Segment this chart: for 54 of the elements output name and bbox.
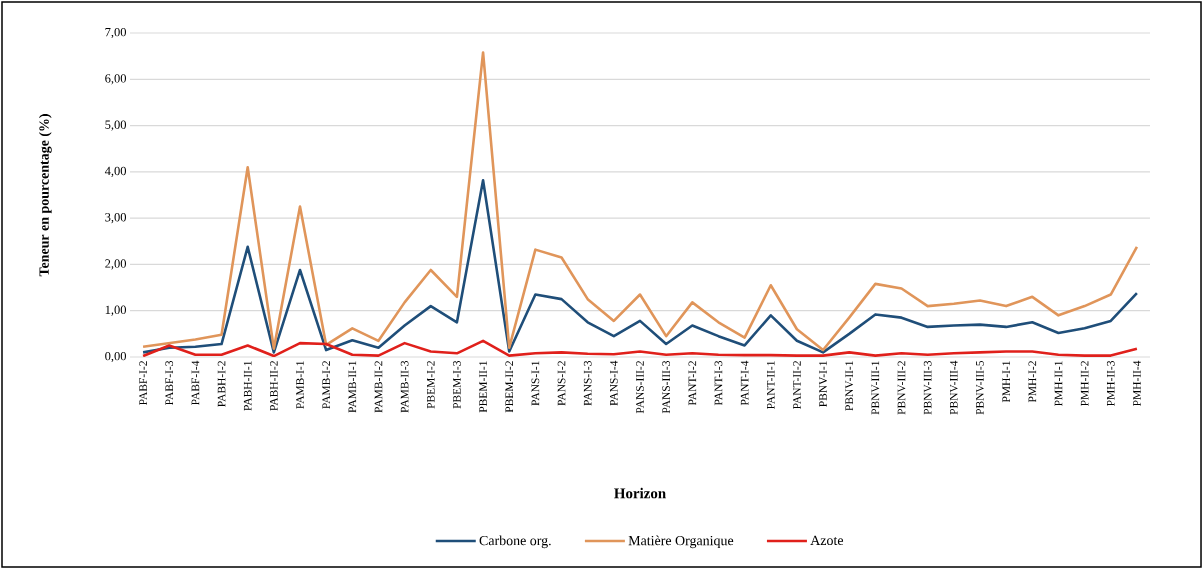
x-tick-label: PANT-I-4 [740, 360, 749, 406]
x-tick-label: PANS-III-2 [636, 361, 644, 414]
x-tick-label: PMH-I-2 [1028, 361, 1037, 403]
y-tick-label: 7,00 [105, 27, 126, 39]
x-tick-label: PAMB-II-1 [348, 361, 357, 413]
legend-label: Carbone org. [479, 535, 551, 549]
x-tick-label: PMH-II-2 [1080, 361, 1089, 407]
x-tick-label: PANT-II-2 [793, 361, 801, 409]
x-tick-label: PABH-II-2 [270, 361, 278, 411]
x-tick-label: PANT-I-3 [714, 360, 723, 406]
y-tick-label: 5,00 [105, 120, 126, 131]
y-tick-label: 2,00 [105, 259, 126, 270]
x-tick-label: PBNV-I-1 [819, 361, 827, 407]
y-tick-label: 0,00 [105, 351, 126, 363]
x-tick-label: PAMB-II-3 [400, 360, 409, 413]
x-axis-title: Horizon [614, 487, 666, 499]
x-tick-label: PBEM-I-2 [426, 361, 435, 409]
x-tick-label: PANT-II-1 [766, 361, 775, 409]
x-tick-label: PANS-I-4 [610, 360, 618, 406]
x-tick-label: PABF-I-3 [165, 360, 174, 405]
x-tick-label: PBEM-II-1 [479, 361, 487, 413]
x-tick-label: PABH-II-1 [243, 361, 252, 411]
x-tick-label: PMH-I-1 [1002, 361, 1010, 403]
x-tick-label: PBNV-III-1 [871, 361, 880, 415]
legend-label: Azote [810, 535, 844, 546]
x-tick-label: PMH-II-4 [1133, 360, 1141, 407]
legend-label: Matière Organique [628, 535, 734, 549]
x-tick-label: PAMB-II-2 [374, 361, 383, 413]
x-tick-label: PAMB-I-2 [322, 361, 330, 409]
x-tick-label: PAMB-I-1 [296, 361, 304, 409]
x-tick-label: PANS-I-2 [557, 361, 566, 406]
x-tick-label: PBEM-II-2 [505, 361, 514, 413]
y-tick-label: 3,00 [105, 213, 126, 224]
x-tick-label: PANS-I-3 [583, 360, 592, 406]
x-tick-label: PABF-I-4 [191, 360, 200, 405]
x-tick-label: PABF-I-2 [139, 361, 147, 405]
line-series [141, 178, 1139, 354]
x-tick-label: PANS-III-3 [662, 360, 670, 414]
y-tick-label: 1,00 [105, 305, 126, 316]
x-tick-label: PANS-I-1 [531, 361, 540, 406]
x-tick-label: PBNV-III-5 [976, 360, 984, 415]
y-tick-label: 4,00 [104, 166, 126, 177]
x-tick-label: PABH-I-2 [217, 361, 226, 407]
x-tick-label: PBNV-II-1 [845, 361, 854, 411]
x-tick-label: PBNV-III-2 [897, 361, 906, 415]
y-tick-label: 6,00 [105, 74, 126, 85]
line-series [141, 339, 1139, 357]
x-tick-label: PMH-II-1 [1054, 361, 1063, 407]
x-tick-label: PMH-II-3 [1106, 360, 1115, 407]
y-axis-title: Teneur en pourcentage (%) [38, 114, 52, 277]
x-tick-label: PANT-I-2 [688, 361, 697, 406]
x-tick-label: PBEM-I-3 [453, 360, 461, 409]
x-tick-label: PBNV-III-4 [949, 360, 958, 415]
x-tick-label: PBNV-III-3 [923, 360, 932, 415]
